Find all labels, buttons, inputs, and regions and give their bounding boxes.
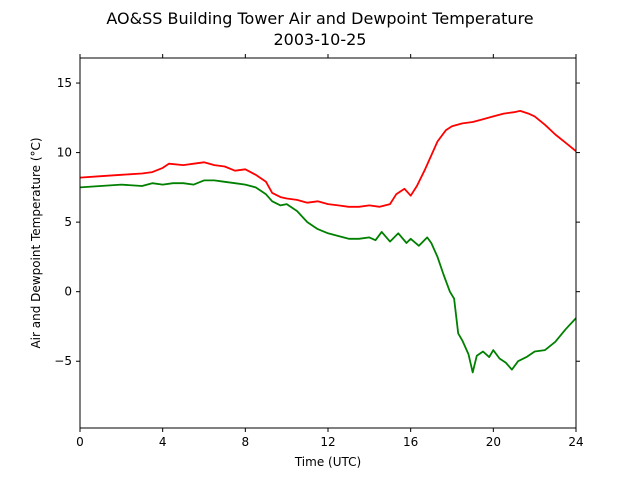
x-tick-label: 24: [568, 435, 583, 449]
chart-title: AO&SS Building Tower Air and Dewpoint Te…: [106, 9, 533, 28]
x-tick-label: 20: [486, 435, 501, 449]
y-tick-label: 0: [64, 285, 72, 299]
y-tick-label: 15: [57, 76, 72, 90]
series-line-1: [79, 110, 577, 208]
y-axis-label: Air and Dewpoint Temperature (°C): [29, 137, 43, 348]
x-tick-label: 0: [76, 435, 84, 449]
x-tick-label: 4: [159, 435, 167, 449]
chart-subtitle: 2003-10-25: [274, 30, 367, 49]
series-line-2: [79, 179, 577, 374]
plot-frame: [79, 57, 577, 429]
x-tick-label: 16: [403, 435, 418, 449]
series-layer: [79, 110, 577, 374]
y-tick-label: 10: [57, 146, 72, 160]
y-tick-label: 5: [64, 215, 72, 229]
x-axis-label: Time (UTC): [294, 455, 361, 469]
tick-layer: 0 4 8 12 16 20 24 −5 0 5 10 15: [54, 54, 584, 449]
x-tick-label: 8: [242, 435, 250, 449]
y-tick-label: −5: [54, 354, 72, 368]
x-tick-label: 12: [320, 435, 335, 449]
